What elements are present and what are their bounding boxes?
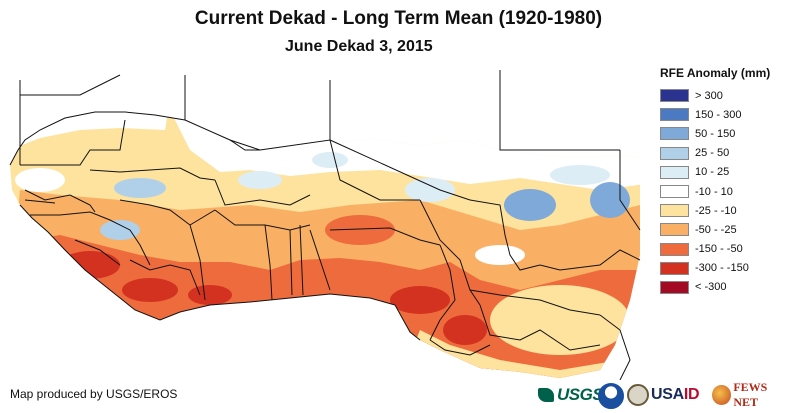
anomaly-patch-chad-north (312, 152, 348, 168)
anomaly-patch-guinea (100, 220, 140, 240)
border-chad (419, 199, 481, 306)
usaid-logo-text-b: ID (683, 386, 700, 403)
noaa-logo (598, 383, 624, 409)
legend-swatch (660, 261, 689, 275)
fews-net-logo-text: FEWS NET (733, 380, 768, 409)
border-cameroon (429, 244, 456, 341)
anomaly-patch-burkina (220, 225, 280, 245)
legend-item: -300 - -150 (660, 259, 795, 278)
map-subtitle: June Dekad 3, 2015 (285, 38, 433, 55)
border-mauritania-mali (89, 167, 216, 181)
border-senegal (24, 189, 96, 213)
legend-label: -150 - -50 (695, 243, 743, 256)
legend-label: > 300 (695, 89, 723, 102)
anomaly-patch-egypt-south (550, 165, 610, 185)
legend-swatch (660, 242, 689, 256)
border-algeria-niger (229, 139, 261, 151)
legend-swatch (660, 165, 689, 179)
anomaly-patch-coast-cameroon (443, 315, 487, 345)
anomaly-patch-east (490, 285, 630, 355)
legend-item: -10 - 10 (660, 182, 795, 201)
border-car (469, 289, 601, 316)
legend-label: -300 - -150 (695, 262, 749, 275)
legend-title: RFE Anomaly (mm) (660, 66, 771, 80)
border-mali-south (119, 199, 191, 226)
legend-swatch (660, 146, 689, 160)
anomaly-patch-coast-nigeria (390, 286, 450, 314)
legend-item: 25 - 50 (660, 144, 795, 163)
legend-item: < -300 (660, 278, 795, 297)
legend-label: 10 - 25 (695, 166, 730, 179)
border-south-sudan (539, 249, 641, 271)
anomaly-patch-coast-west (60, 251, 120, 279)
usaid-logo-text-a: USA (651, 386, 684, 403)
border-egypt-sudan (499, 70, 620, 151)
border-sierra-leone (74, 239, 121, 266)
legend-swatch (660, 223, 689, 237)
anomaly-patch-chad-south (475, 245, 525, 265)
border-gabon (429, 339, 491, 356)
legend-label: 150 - 300 (695, 108, 742, 121)
usgs-logo-text: USGS (557, 385, 604, 404)
anomaly-patch-mauritania (58, 137, 102, 153)
border-western-sahara (19, 74, 121, 165)
usgs-wave-icon (538, 388, 554, 402)
border-sudan-ethiopia (619, 150, 641, 231)
anomaly-patch-senegal (15, 168, 65, 192)
fews-globe-icon (712, 385, 732, 405)
usaid-logo: USAID (651, 381, 700, 409)
anomaly-patch-coast-cote (188, 285, 232, 305)
anomaly-map (9, 70, 641, 380)
border-niger-west (214, 179, 311, 206)
anomaly-patch-coast-liberia (122, 278, 178, 302)
legend-item: 50 - 150 (660, 124, 795, 143)
border-niger (259, 139, 420, 201)
legend-swatch (660, 127, 689, 141)
map-title: Current Dekad - Long Term Mean (1920-198… (194, 8, 603, 29)
legend-item: 10 - 25 (660, 163, 795, 182)
border-chad-sudan (469, 199, 541, 271)
anomaly-patch-sudan-east (590, 182, 630, 218)
legend-label: -50 - -25 (695, 223, 737, 236)
legend-swatch (660, 204, 689, 218)
border-nigeria (309, 227, 441, 291)
border-guinea (59, 211, 151, 266)
legend-label: -25 - -10 (695, 204, 737, 217)
country-borders (9, 70, 641, 380)
usgs-logo: USGS (538, 381, 604, 409)
border-mauritania (20, 119, 126, 166)
legend-label: -10 - 10 (695, 185, 733, 198)
anomaly-patch-mali (114, 178, 166, 198)
border-car-congo (479, 304, 601, 351)
legend-item: -150 - -50 (660, 240, 795, 259)
border-burkina (214, 209, 311, 231)
legend-swatch (660, 89, 689, 103)
credit-text: Map produced by USGS/EROS (10, 387, 178, 401)
border-gambia (24, 199, 56, 204)
anomaly-patch-libya-south (405, 178, 455, 202)
fews-net-logo: FEWS NET (712, 380, 793, 409)
border-cote (189, 209, 216, 301)
partner-logos: USGS USAID FEWS NET (538, 380, 793, 409)
legend-item: -50 - -25 (660, 220, 795, 239)
legend-swatch (660, 108, 689, 122)
legend-label: < -300 (695, 281, 727, 294)
border-libya-chad (329, 80, 471, 201)
anomaly-patch-niger (238, 171, 282, 189)
legend-swatch (660, 185, 689, 199)
border-benin-togo (289, 224, 304, 296)
legend-label: 25 - 50 (695, 147, 730, 160)
legend-item: 150 - 300 (660, 105, 795, 124)
usda-seal-logo (627, 384, 649, 406)
anomaly-patch-niger-south (325, 215, 395, 245)
legend-item: -25 - -10 (660, 201, 795, 220)
anomaly-patch-sudan (504, 189, 556, 221)
border-liberia (129, 259, 201, 296)
legend: RFE Anomaly (mm) > 300 150 - 300 50 - 150 2… (660, 66, 795, 297)
legend-item: > 300 (660, 86, 795, 105)
border-ghana (264, 224, 273, 301)
legend-label: 50 - 150 (695, 127, 736, 140)
border-east-africa (599, 314, 631, 380)
legend-swatch (660, 280, 689, 294)
